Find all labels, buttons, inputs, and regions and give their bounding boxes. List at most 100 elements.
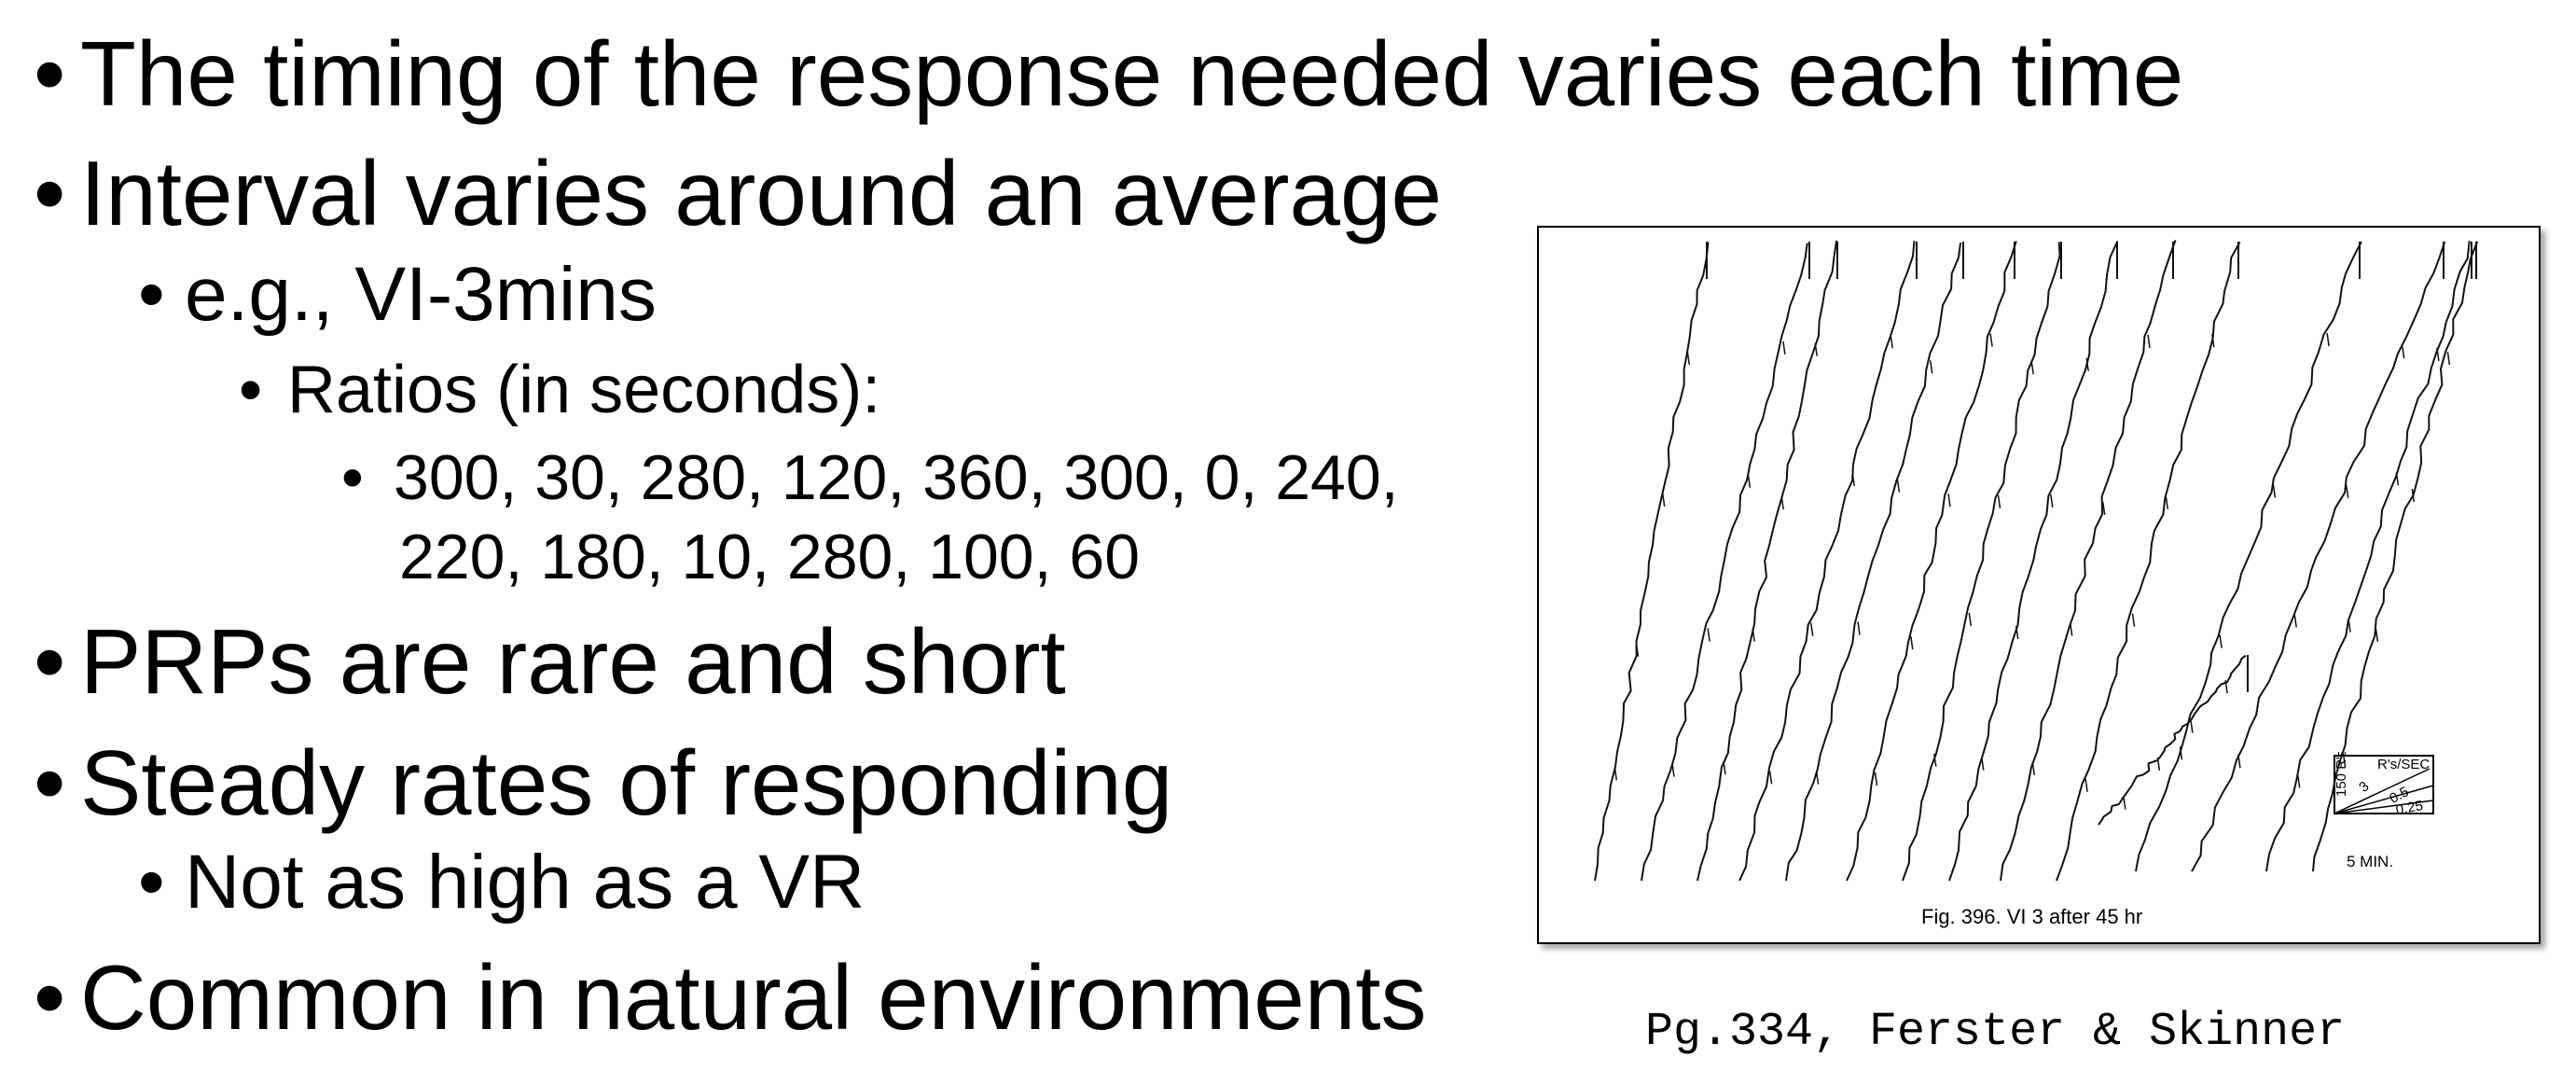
rate-key-line-025	[2334, 800, 2434, 814]
bullet-dot: •	[341, 442, 364, 513]
rate-key-frame	[2334, 755, 2434, 814]
rate-key-value-025: 0.25	[2395, 798, 2425, 818]
bullet-text: Steady rates of responding	[80, 731, 1173, 834]
response-record-line	[2135, 241, 2362, 872]
reinforcement-mark	[2147, 334, 2151, 349]
reinforcement-mark	[1981, 757, 1985, 771]
reinforcement-mark	[2436, 347, 2440, 362]
bullet-text: PRPs are rare and short	[80, 610, 1066, 713]
bullet-dot: •	[239, 353, 263, 427]
cumulative-record-drawing	[1594, 240, 2479, 882]
reinforcement-mark	[2224, 680, 2228, 694]
reinforcement-mark	[2050, 494, 2054, 508]
bullet-text: Interval varies around an average	[80, 142, 1442, 244]
reinforcement-mark	[1707, 628, 1710, 642]
reinforcement-mark	[2165, 495, 2169, 509]
reinforcement-mark	[1989, 333, 1993, 347]
response-record-line	[1641, 243, 1808, 882]
reinforcement-mark	[1723, 761, 1726, 775]
reinforcement-mark	[1890, 335, 1893, 349]
reinforcement-mark	[2031, 761, 2036, 776]
reinforcement-mark	[2375, 628, 2379, 643]
bullet-dot: •	[34, 610, 66, 713]
reinforcement-mark	[1910, 635, 1914, 650]
rate-key-value-3: 3	[2356, 778, 2372, 795]
bullet-text: 300, 30, 280, 120, 360, 300, 0, 240,	[394, 442, 1399, 513]
rate-key-line-05	[2334, 785, 2434, 814]
bullet-interval: • Interval varies around an average	[34, 147, 1442, 239]
bullet-text: Common in natural environments	[80, 946, 1427, 1049]
reinforcement-mark	[1686, 351, 1691, 366]
reinforcement-mark	[2123, 796, 2126, 810]
reinforcement-mark	[2131, 613, 2136, 627]
reinforcement-mark	[1874, 772, 1878, 786]
bullet-text: e.g., VI-3mins	[185, 252, 657, 337]
reinforcement-mark	[2237, 754, 2241, 769]
reinforcement-mark	[1815, 771, 1820, 785]
figure-caption: Fig. 396. VI 3 after 45 hr	[1921, 905, 2143, 928]
reinforcement-mark	[1929, 360, 1933, 374]
rate-key: 150 R's R's/SEC 3 0.5 0.25	[2334, 752, 2434, 818]
response-record-line	[1738, 241, 1916, 882]
reinforcement-mark	[2190, 719, 2194, 733]
reinforcement-mark	[2015, 625, 2019, 640]
reinforcement-mark	[1635, 643, 1640, 657]
bullet-steady-rates: • Steady rates of responding	[34, 737, 1172, 828]
response-record-line	[2265, 241, 2471, 872]
reinforcement-mark	[1752, 628, 1755, 642]
rate-key-line-3	[2334, 768, 2431, 814]
response-record-line	[1594, 242, 1710, 882]
reinforcement-mark	[1768, 771, 1773, 785]
bullet-common: • Common in natural environments	[34, 952, 1426, 1043]
bullet-prps: • PRPs are rare and short	[34, 616, 1066, 707]
rate-key-x-label: 5 MIN.	[2347, 853, 2394, 870]
bullet-dot: •	[138, 840, 165, 925]
bullet-dot: •	[34, 731, 66, 834]
bullet-text: The timing of the response needed varies…	[80, 22, 2184, 125]
reinforcement-mark	[2326, 332, 2330, 347]
response-record-line	[2191, 241, 2446, 872]
reinforcement-mark	[2446, 351, 2451, 366]
reinforcement-mark	[2401, 344, 2405, 359]
reinforcement-mark	[2030, 361, 2034, 375]
reinforcement-mark	[2293, 614, 2297, 628]
reinforcement-mark	[2211, 333, 2215, 348]
reinforcement-mark	[1857, 621, 1861, 635]
response-record-line	[2312, 241, 2479, 872]
response-record-line	[1948, 240, 2119, 882]
reinforcement-mark	[2101, 501, 2106, 515]
bullet-dot: •	[34, 22, 66, 125]
reinforcement-mark	[1814, 342, 1818, 356]
response-record-line	[1697, 240, 1838, 882]
reinforcement-mark	[2219, 634, 2223, 648]
bullet-dot: •	[34, 946, 66, 1049]
reinforcement-mark	[1947, 494, 1951, 508]
response-record-line	[1846, 241, 2017, 882]
reinforcement-mark	[2347, 619, 2351, 633]
reinforcement-mark	[2345, 484, 2349, 498]
rate-key-title: R's/SEC	[2377, 757, 2430, 772]
reinforcement-mark	[1780, 495, 1784, 510]
bullet-text: Not as high as a VR	[185, 840, 866, 925]
reinforcement-mark	[1896, 479, 1901, 493]
reinforcement-mark	[2395, 472, 2400, 486]
reinforcement-mark	[1968, 612, 1973, 627]
bullet-dot: •	[34, 142, 66, 244]
bullet-text-cont: 220, 180, 10, 280, 100, 60	[399, 522, 1141, 592]
bullet-example: • e.g., VI-3mins	[138, 257, 657, 333]
reinforcement-mark	[1809, 622, 1814, 636]
rate-key-y-label: 150 R's	[2334, 752, 2349, 797]
response-record-line	[1902, 242, 2061, 882]
reinforcement-mark	[2179, 746, 2183, 760]
reinforcement-mark	[1997, 494, 2001, 508]
response-record-line	[2000, 240, 2177, 882]
response-record-line	[2098, 654, 2247, 826]
reinforcement-mark	[2069, 622, 2073, 636]
reinforcement-mark	[1747, 474, 1752, 488]
bullet-dot: •	[138, 252, 165, 337]
reinforcement-mark	[2156, 757, 2161, 772]
reinforcement-mark	[2085, 357, 2089, 371]
reinforcement-mark	[2272, 484, 2277, 498]
reinforcement-mark	[1933, 753, 1937, 767]
bullet-timing: • The timing of the response needed varie…	[34, 28, 2183, 119]
